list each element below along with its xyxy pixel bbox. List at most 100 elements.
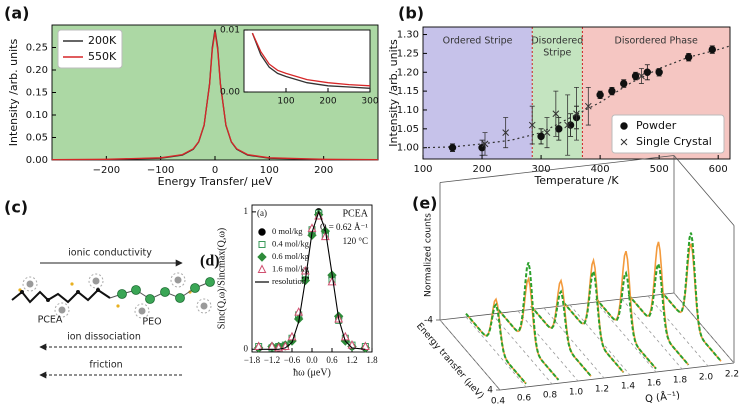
y-tick-label: 4: [487, 386, 493, 396]
y-axis-label: Sinc(Q,ω)/Sincmax(Q,ω): [216, 228, 227, 329]
y-tick-label: 0.10: [26, 110, 48, 121]
x-tick-label: −1.8: [244, 355, 261, 365]
annotation: Q = 0.62 Å⁻¹: [320, 222, 368, 232]
x-tick-label: 1.0: [569, 388, 584, 398]
data-point: [620, 79, 628, 88]
x-tick-label: 0.4: [491, 397, 506, 407]
data-point: [708, 45, 716, 54]
legend-marker: [258, 228, 266, 236]
annotation: 120 °C: [343, 236, 368, 246]
data-point: [478, 143, 486, 152]
pcea-chain: [11, 288, 111, 304]
region-label: Stripe: [543, 48, 571, 59]
line-series: [258, 210, 366, 350]
panel-label: (d): [200, 253, 220, 270]
data-point: [543, 129, 551, 136]
data-point: [596, 91, 604, 99]
z-axis-label: Normalized counts: [424, 213, 434, 297]
x-tick-label: 2.2: [725, 370, 739, 380]
inset-line: [251, 32, 371, 87]
legend-marker: [257, 264, 267, 273]
x-tick-label: 2.0: [699, 373, 714, 383]
spectrum: [497, 262, 560, 381]
data-point: [684, 53, 693, 61]
data-point: [254, 341, 264, 351]
x-axis-label: Energy Transfer/ μeV: [158, 175, 273, 188]
box-edge: [499, 362, 735, 391]
diagram-label: ionic conductivity: [68, 248, 152, 259]
legend-marker: [620, 122, 628, 130]
y-tick-label: 0.00: [220, 88, 240, 98]
plot-frame: [243, 29, 371, 93]
halos: [22, 272, 212, 319]
data-point: [638, 72, 645, 80]
y-tick-label: 0.25: [26, 43, 48, 54]
x-axis-label: Q (Å⁻¹): [644, 388, 680, 405]
x-tick-label: 0.0: [306, 355, 318, 365]
y-tick-label: 0.15: [26, 88, 48, 99]
x-tick-label: 1.2: [346, 355, 357, 365]
x-tick-label: 500: [650, 164, 669, 175]
data-point: [584, 102, 592, 110]
data-point: [448, 143, 457, 152]
x-tick-label: 1.6: [647, 379, 662, 389]
x-axis-label: Temperature /K: [533, 174, 619, 187]
box-edge: [439, 155, 675, 183]
spectrum: [465, 297, 527, 385]
y-tick-label: 1.25: [397, 48, 419, 59]
y-tick-label: 1.00: [397, 143, 419, 154]
data-point: [360, 341, 370, 351]
spectrum: [595, 270, 657, 370]
y-axis-label: Intensity /arb. units: [7, 39, 20, 147]
line-series: [51, 31, 379, 161]
ions: [26, 276, 208, 315]
y-tick-label: 0.00: [26, 155, 48, 166]
data-point: [537, 132, 545, 141]
x-tick-label: 0.8: [543, 391, 558, 401]
data-point: [552, 110, 560, 118]
x-tick-label: −1.2: [264, 355, 280, 365]
panel-label: (e): [412, 194, 437, 213]
legend-label: 0.4 mol/kg: [272, 238, 310, 248]
legend-marker: [257, 252, 267, 262]
pcea-beads: [20, 288, 100, 302]
legend-label: 0 mol/kg: [272, 226, 303, 236]
data-point: [655, 68, 663, 76]
x-tick-label: 1.2: [595, 385, 609, 395]
diagram-label: friction: [89, 360, 122, 371]
y-tick-label: -4: [424, 316, 433, 326]
diagram-label: ion dissociation: [67, 332, 141, 343]
y-tick-label: 1.20: [397, 67, 419, 78]
panel-e: 0.4 0.6 0.8 1.0 1.2 1.4 1.6 1.8 2.0 2.2 -4 4 Q (Å⁻¹)…: [412, 155, 739, 407]
legend-label: 550K: [88, 50, 117, 63]
x-tick-label: −100: [147, 165, 174, 176]
legend-label: Powder: [636, 119, 677, 132]
x-tick-label: −0.6: [284, 355, 301, 365]
x-tick-label: 600: [709, 164, 728, 175]
data-point: [643, 68, 652, 76]
y-axis-label: Energy transfer (µeV): [414, 321, 485, 401]
x-axis-label: ħω (μeV): [293, 367, 331, 378]
x-tick-label: 1.8: [366, 355, 378, 365]
inset-line: [251, 32, 371, 89]
diagram-c: (c) ionic conductivity PCEA PEO ion diss…: [4, 198, 215, 379]
y-tick-label: 1.30: [397, 30, 419, 41]
data-point: [631, 72, 640, 80]
plot-frame: [422, 26, 731, 160]
x-tick-label: 200: [472, 164, 491, 175]
x-tick-label: 100: [260, 165, 279, 176]
x-tick-label: 300: [361, 97, 378, 107]
data-point: [573, 110, 580, 118]
annotation: (a): [257, 208, 267, 218]
legend-box: [611, 114, 725, 154]
x-tick-label: 0.6: [326, 355, 338, 365]
data-point: [555, 125, 563, 133]
legend-label: 1.6 mol/kg: [272, 263, 310, 273]
panel-label: (a): [4, 4, 29, 23]
y-tick-label: 0: [244, 343, 249, 353]
legend-marker: [620, 138, 628, 146]
x-tick-label: 1.8: [673, 376, 688, 386]
spectrum: [497, 276, 560, 381]
y-tick-label: 1: [244, 206, 249, 216]
spectrum: [562, 268, 625, 374]
